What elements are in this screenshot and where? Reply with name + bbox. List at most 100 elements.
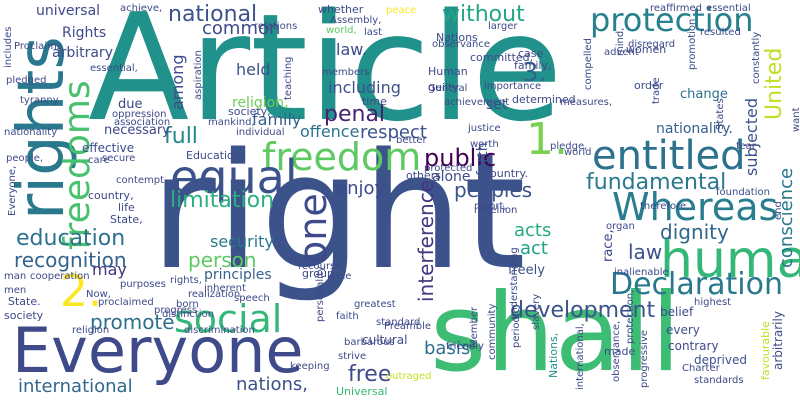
word: right	[150, 118, 526, 305]
word: nations,	[236, 374, 309, 395]
word: realization	[188, 289, 241, 300]
word: freedom	[262, 135, 422, 179]
word: men	[4, 285, 27, 296]
word: Nations,	[547, 332, 560, 378]
word: universal	[36, 3, 101, 19]
word: family	[252, 110, 302, 129]
word: trade	[651, 77, 662, 104]
word: 1.	[526, 114, 568, 165]
word: committed,	[470, 51, 534, 64]
word: progress	[154, 305, 198, 316]
word: due	[118, 97, 143, 112]
word: Charter	[682, 363, 720, 374]
word: education	[16, 226, 126, 251]
word: pledge,	[550, 141, 588, 152]
word: resulted	[700, 27, 741, 38]
word: nationality	[4, 127, 58, 138]
word: end	[773, 201, 784, 220]
word: Universal	[336, 385, 388, 398]
word: faith	[336, 311, 359, 322]
word: race,	[601, 229, 616, 262]
word: including	[328, 78, 401, 97]
word: standard	[376, 317, 421, 328]
word: promotion	[687, 18, 698, 70]
word: alone	[432, 169, 471, 185]
word: interference	[414, 179, 438, 302]
word: determined	[512, 93, 576, 106]
word: basis	[424, 338, 471, 359]
word: essential,	[90, 63, 138, 74]
word: fundamental	[586, 170, 727, 195]
word: belief	[660, 305, 694, 319]
word: General	[428, 83, 468, 94]
word: acts	[514, 220, 552, 241]
word: Member	[469, 306, 480, 348]
word: members	[322, 67, 370, 78]
word: effective	[82, 141, 135, 155]
word: every	[666, 323, 700, 337]
word: Preamble	[384, 321, 432, 332]
word: therefore,	[640, 201, 690, 212]
word: inalienable	[614, 267, 669, 278]
word: favourable	[759, 321, 772, 380]
word: international	[18, 376, 133, 397]
word: Everyone,	[7, 165, 18, 216]
word: teaching	[283, 56, 294, 100]
word: set	[486, 97, 508, 113]
word: arbitrary	[52, 45, 113, 61]
word: development	[510, 298, 656, 323]
word: without	[442, 2, 525, 27]
word: social	[174, 297, 283, 341]
word: observance	[432, 39, 490, 50]
word: speech	[234, 293, 270, 304]
word: outraged	[386, 371, 432, 382]
word: Assembly,	[330, 15, 382, 26]
word: want	[791, 107, 800, 132]
word: group	[302, 267, 334, 280]
word: Declaration	[610, 267, 783, 302]
word: larger	[488, 21, 518, 32]
word: secure	[102, 153, 136, 164]
word: whether	[318, 3, 364, 16]
word: Whereas	[612, 185, 779, 229]
word: among	[168, 54, 187, 110]
word: people,	[6, 153, 44, 164]
word: may	[92, 260, 127, 279]
word: common	[202, 18, 281, 39]
word: standards	[694, 375, 744, 386]
word: States	[715, 98, 726, 130]
word: distinction	[162, 309, 215, 320]
word: discrimination	[184, 325, 255, 336]
word: life	[118, 201, 135, 214]
word: 3.	[522, 58, 547, 88]
word: Nations	[436, 31, 478, 44]
word: others	[406, 169, 442, 182]
word: association	[114, 117, 171, 128]
word: family,	[514, 59, 552, 72]
word: national	[168, 2, 258, 27]
word: order	[634, 79, 664, 92]
word: peace	[386, 5, 417, 16]
word: freely	[508, 263, 545, 278]
word: 2.	[60, 266, 102, 317]
word: compelled	[583, 38, 594, 90]
word: individual	[236, 127, 285, 138]
word: aspiration	[193, 50, 204, 100]
word: oppression	[112, 109, 167, 120]
word: nationality.	[656, 121, 733, 137]
word: women	[626, 43, 667, 56]
word: greatest	[354, 299, 396, 310]
word: barbarous	[344, 337, 395, 348]
word: beings	[290, 251, 327, 264]
word: slavery	[531, 293, 542, 330]
word: advent	[604, 47, 639, 58]
word: recourse,	[298, 261, 345, 272]
word: recognition	[14, 248, 127, 272]
word: Proclaims	[14, 41, 62, 52]
word: friendly	[446, 341, 484, 352]
word: United	[762, 47, 787, 120]
word: better	[396, 135, 427, 146]
word: contempt	[116, 175, 165, 186]
word: personality	[315, 266, 326, 322]
